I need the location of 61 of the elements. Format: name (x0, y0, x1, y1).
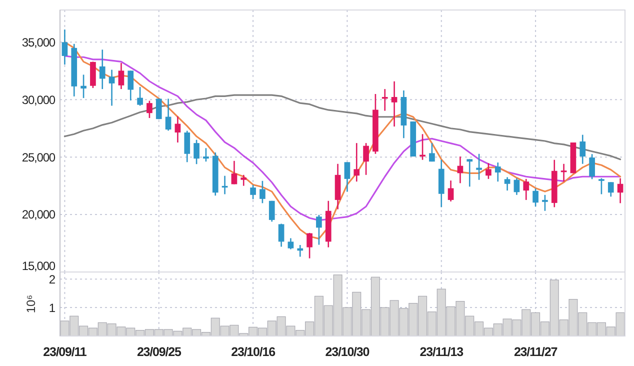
candlestick (80, 74, 86, 99)
candlestick (486, 162, 492, 180)
candlestick (260, 180, 266, 204)
x-tick-label: 23/10/30 (325, 345, 370, 359)
candlestick (128, 70, 134, 102)
candlestick (494, 162, 501, 182)
candlestick (382, 88, 388, 112)
candlestick (278, 223, 284, 248)
candlestick (608, 181, 614, 198)
x-tick-label: 23/10/16 (231, 345, 276, 359)
candlestick (288, 238, 294, 250)
x-tick-label: 23/11/27 (514, 345, 558, 359)
candlestick (580, 134, 586, 165)
candlestick (617, 178, 624, 204)
y-tick-label: 35,000 (22, 35, 56, 50)
candlestick (108, 69, 115, 106)
candlestick (203, 147, 209, 162)
y-tick-label: 1 (48, 300, 56, 315)
candlestick (532, 188, 538, 208)
candlestick (589, 153, 595, 180)
candlestick (457, 156, 464, 184)
candlestick (466, 158, 473, 188)
candlestick (514, 178, 520, 196)
y-axis-title: 10⁶ (24, 294, 38, 314)
candlestick (268, 200, 275, 222)
x-tick-label: 23/09/11 (43, 345, 87, 359)
candlestick (165, 98, 172, 132)
candlestick (316, 214, 322, 246)
candlestick (504, 176, 510, 192)
candlestick (476, 153, 482, 180)
y-tick-label: 25,000 (22, 150, 56, 164)
candlestick (184, 130, 190, 163)
candlestick (90, 61, 96, 89)
candlestick (420, 133, 426, 160)
y-tick-label: 30,000 (22, 92, 56, 107)
candlestick (99, 48, 106, 90)
x-tick-label: 23/11/13 (420, 345, 464, 359)
candlestick (194, 139, 200, 165)
candlestick (137, 86, 143, 106)
candlestick (523, 178, 530, 201)
candlestick (391, 80, 398, 128)
x-tick-label: 23/09/25 (136, 345, 182, 359)
candlestick (429, 142, 435, 162)
candlestick (231, 160, 238, 185)
y-tick-label: 2 (48, 272, 56, 286)
y-tick-label: 20,000 (22, 208, 56, 222)
candlestick (250, 184, 256, 200)
candlestick (240, 174, 247, 186)
candlestick (344, 161, 350, 192)
candlestick (448, 180, 454, 202)
candlestick (306, 232, 312, 259)
candlestick (62, 28, 68, 66)
candlestick (363, 142, 369, 176)
candlestick (174, 116, 181, 144)
y-tick-label: 15,000 (22, 259, 56, 274)
candlestick (598, 178, 604, 195)
candlestick (354, 142, 360, 182)
line-series (64, 94, 622, 160)
candlestick (146, 100, 152, 119)
candlestick (118, 62, 124, 90)
candlestick (542, 194, 548, 212)
